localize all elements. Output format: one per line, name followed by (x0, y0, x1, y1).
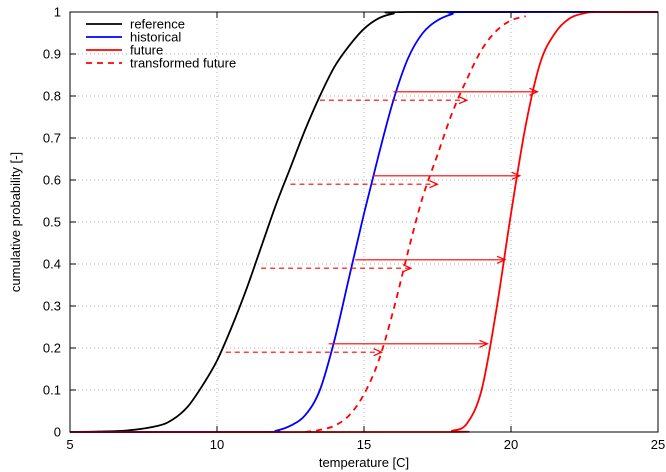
series-line-historical (69, 10, 659, 433)
x-tick-label: 25 (651, 437, 665, 452)
y-tick-label: 0.5 (43, 215, 61, 230)
legend-entry-future: future (86, 43, 163, 58)
y-tick-label: 0.9 (43, 47, 61, 62)
grid (70, 12, 658, 432)
solid-arrow-3 (393, 87, 539, 96)
arrow-head (373, 348, 384, 357)
arrow-head (496, 255, 507, 264)
y-tick-label: 0.7 (43, 131, 61, 146)
series-line-transformed-future (305, 15, 526, 433)
dashed-arrow-4 (225, 348, 384, 357)
x-tick-label: 10 (210, 437, 224, 452)
arrow-head (529, 87, 539, 96)
axis-ticks: 5 10 15 20 25 0 0.1 0.2 0.3 0.4 0.5 0.6 0.7 0.8 0.9 1 (43, 5, 665, 453)
solid-arrow-2 (372, 171, 522, 180)
y-tick-label: 0.1 (43, 383, 61, 398)
x-axis-label: temperature [C] (319, 455, 409, 470)
y-tick-label: 0.6 (43, 173, 61, 188)
arrow-head (458, 96, 469, 105)
arrow-head (429, 180, 439, 189)
y-tick-label: 0.8 (43, 89, 61, 104)
transfer-arrows (225, 87, 539, 357)
dashed-arrow-5 (261, 264, 413, 273)
x-tick-label: 20 (504, 437, 518, 452)
legend-entry-transformed-future: transformed future (86, 56, 236, 71)
dashed-arrow-7 (319, 96, 469, 105)
y-tick-label: 0.3 (43, 299, 61, 314)
legend-entry-reference: reference (86, 17, 185, 32)
solid-arrow-1 (355, 255, 507, 264)
x-tick-label: 15 (357, 437, 371, 452)
legend-label: reference (130, 17, 185, 32)
y-tick-label: 0.4 (43, 257, 61, 272)
y-axis-label: cumulative probability [-] (8, 152, 23, 292)
y-tick-label: 0 (54, 425, 61, 440)
y-tick-label: 1 (54, 5, 61, 20)
y-tick-label: 0.2 (43, 341, 61, 356)
arrow-head (479, 339, 489, 348)
legend-label: future (130, 43, 163, 58)
legend-entry-historical: historical (86, 30, 181, 45)
solid-arrow-0 (328, 339, 489, 348)
legend-label: historical (130, 30, 181, 45)
legend-label: transformed future (130, 56, 236, 71)
arrow-head (511, 171, 522, 180)
arrow-head (402, 264, 413, 273)
x-tick-label: 5 (66, 437, 73, 452)
dashed-arrow-6 (290, 180, 439, 189)
series-line-reference (69, 10, 659, 433)
